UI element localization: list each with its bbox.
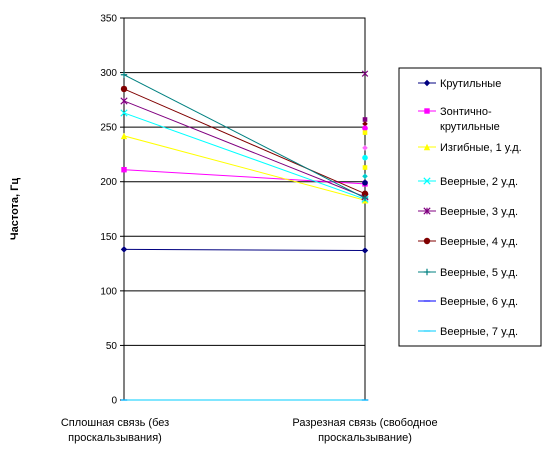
data-point-marker bbox=[361, 70, 369, 77]
legend-item: Веерные, 5 у.д. bbox=[418, 267, 518, 279]
data-point-marker bbox=[120, 97, 128, 105]
data-point-marker bbox=[120, 132, 128, 140]
legend-label: Веерные, 4 у.д. bbox=[440, 236, 518, 248]
x-category-label: Сплошная связь (без bbox=[61, 417, 169, 429]
data-point-marker bbox=[362, 145, 368, 151]
legend-item: Веерные, 2 у.д. bbox=[418, 176, 518, 188]
x-axis-categories: Сплошная связь (без проскальзывания) Разре… bbox=[61, 417, 438, 444]
y-tick-label: 200 bbox=[100, 177, 117, 188]
x-category-label: проскальзывания) bbox=[68, 432, 162, 444]
legend-label: Крутильные bbox=[440, 78, 501, 90]
legend-label: Изгибные, 1 у.д. bbox=[440, 142, 522, 154]
series-line bbox=[123, 135, 366, 201]
legend-item: Веерные, 6 у.д. bbox=[418, 296, 518, 308]
legend-label: Веерные, 5 у.д. bbox=[440, 267, 518, 279]
series-line bbox=[123, 74, 366, 199]
legend-label: Веерные, 6 у.д. bbox=[440, 296, 518, 308]
data-point-marker bbox=[423, 237, 431, 245]
data-point-marker bbox=[121, 167, 127, 173]
legend-item: Крутильные bbox=[418, 78, 501, 90]
y-tick-label: 150 bbox=[100, 232, 117, 243]
series bbox=[120, 85, 369, 197]
y-tick-label: 100 bbox=[100, 286, 117, 297]
legend-label: Зонтично- bbox=[440, 106, 492, 118]
y-axis-ticks: 0 50 100 150 200 250 300 350 bbox=[100, 14, 124, 407]
series-line bbox=[123, 169, 366, 185]
data-point-marker bbox=[362, 180, 368, 186]
data-point-marker bbox=[362, 130, 368, 135]
data-point-marker bbox=[423, 207, 431, 215]
data-point-marker bbox=[120, 71, 128, 78]
y-tick-label: 0 bbox=[111, 396, 117, 407]
data-point-marker bbox=[362, 125, 368, 132]
data-point-marker bbox=[361, 194, 369, 202]
data-point-marker bbox=[423, 79, 431, 87]
series-line bbox=[123, 100, 366, 198]
data-point-marker bbox=[362, 165, 368, 170]
y-tick-label: 350 bbox=[100, 14, 117, 25]
legend: Крутильные Зонтично-крутильные Изгибные, 1… bbox=[418, 78, 522, 338]
y-tick-label: 250 bbox=[100, 123, 117, 134]
data-point-marker bbox=[361, 190, 369, 197]
data-point-marker bbox=[362, 154, 368, 161]
legend-item: Зонтично-крутильные bbox=[418, 106, 500, 133]
series-lines bbox=[120, 71, 369, 401]
y-tick-label: 300 bbox=[100, 68, 117, 79]
legend-item: Веерные, 4 у.д. bbox=[418, 236, 518, 248]
legend-item: Веерные, 3 у.д. bbox=[418, 206, 518, 218]
series-line bbox=[123, 88, 366, 195]
data-point-marker bbox=[362, 173, 368, 180]
legend-label: Веерные, 7 у.д. bbox=[440, 326, 518, 338]
series bbox=[120, 246, 369, 254]
legend-label: Веерные, 2 у.д. bbox=[440, 176, 518, 188]
y-tick-label: 50 bbox=[106, 341, 118, 352]
legend-label: крутильные bbox=[440, 121, 500, 133]
data-point-marker bbox=[361, 247, 369, 254]
legend-item: Изгибные, 1 у.д. bbox=[418, 142, 522, 154]
x-category-label: проскальзывание) bbox=[318, 432, 412, 444]
series bbox=[120, 71, 369, 202]
series-line bbox=[123, 248, 366, 251]
data-point-marker bbox=[120, 85, 128, 93]
data-point-marker bbox=[362, 117, 368, 122]
data-point-marker bbox=[423, 143, 431, 151]
data-point-marker bbox=[120, 109, 128, 117]
x-category-label: Разрезная связь (свободное bbox=[292, 417, 437, 429]
series-line bbox=[123, 112, 366, 200]
legend-box bbox=[398, 67, 542, 347]
data-point-marker bbox=[423, 268, 431, 276]
data-point-marker bbox=[423, 177, 431, 185]
y-axis-title: Частота, Гц bbox=[9, 178, 21, 241]
legend-label: Веерные, 3 у.д. bbox=[440, 206, 518, 218]
legend-item: Веерные, 7 у.д. bbox=[418, 326, 518, 338]
data-point-marker bbox=[362, 121, 368, 127]
data-point-marker bbox=[120, 246, 128, 253]
data-point-marker bbox=[424, 108, 430, 114]
scatter-column-points bbox=[361, 70, 369, 186]
